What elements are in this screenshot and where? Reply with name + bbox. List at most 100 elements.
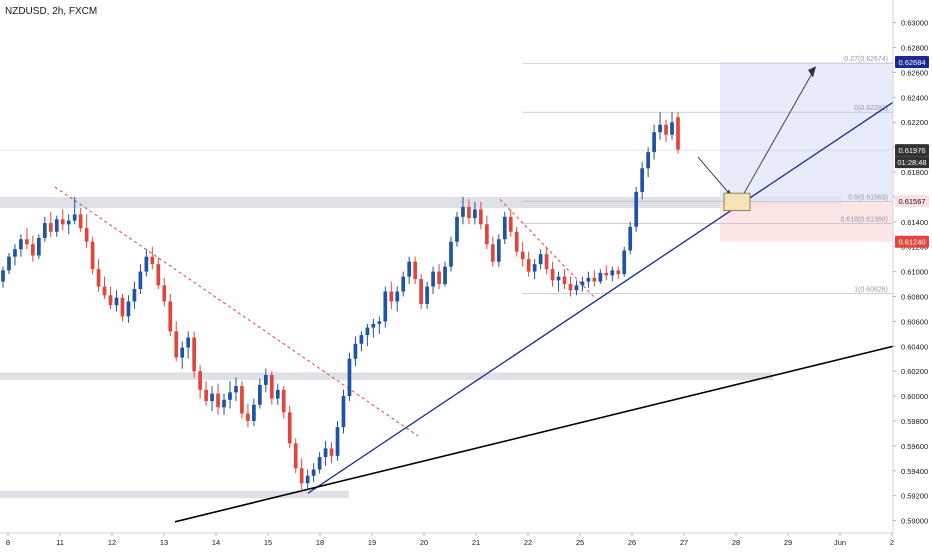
candle[interactable] [25, 228, 29, 250]
candle[interactable] [299, 458, 304, 491]
candle[interactable] [622, 246, 627, 277]
entry-box[interactable] [723, 192, 751, 212]
candle[interactable] [479, 201, 483, 230]
candle[interactable] [335, 420, 340, 461]
candle[interactable] [204, 381, 208, 407]
red-dashed-trendline-1[interactable] [54, 186, 419, 437]
candle[interactable] [532, 259, 537, 280]
candle[interactable] [120, 294, 125, 322]
blue-trendline[interactable] [307, 101, 894, 494]
candle[interactable] [54, 215, 59, 237]
candle[interactable] [431, 266, 435, 295]
candle[interactable] [646, 147, 650, 178]
candle[interactable] [449, 236, 453, 272]
candle[interactable] [180, 341, 185, 369]
candle[interactable] [347, 352, 352, 402]
candle[interactable] [508, 209, 513, 237]
candle[interactable] [263, 368, 268, 393]
candle[interactable] [31, 235, 35, 262]
candle[interactable] [628, 221, 633, 255]
candle[interactable] [664, 119, 668, 143]
candle[interactable] [156, 257, 161, 290]
candle[interactable] [90, 236, 95, 275]
candle[interactable] [484, 215, 489, 250]
candle[interactable] [401, 271, 406, 297]
candle[interactable] [544, 246, 549, 275]
candle[interactable] [281, 386, 286, 419]
candle[interactable] [269, 371, 274, 405]
candle[interactable] [66, 214, 71, 235]
candle[interactable] [598, 269, 603, 285]
candle[interactable] [467, 199, 471, 225]
candle[interactable] [538, 249, 543, 270]
candle[interactable] [311, 463, 316, 482]
candle[interactable] [144, 249, 149, 277]
candle[interactable] [96, 259, 101, 292]
candle[interactable] [13, 244, 17, 266]
candle[interactable] [246, 403, 250, 428]
projection-arrow-up[interactable] [741, 69, 815, 198]
candle[interactable] [84, 214, 89, 248]
red-dashed-trendline-2[interactable] [499, 199, 597, 300]
resistance-zone[interactable] [0, 196, 842, 209]
candle[interactable] [186, 331, 191, 359]
candle[interactable] [162, 277, 167, 307]
candle[interactable] [407, 256, 412, 285]
candle[interactable] [72, 196, 77, 225]
candle[interactable] [1, 266, 5, 288]
candle[interactable] [168, 294, 173, 337]
candle[interactable] [658, 112, 662, 140]
target-box[interactable] [720, 62, 893, 202]
candle[interactable] [365, 323, 370, 347]
candle[interactable] [258, 378, 262, 409]
candle[interactable] [580, 276, 585, 292]
candle[interactable] [323, 440, 328, 466]
candle[interactable] [550, 261, 555, 287]
candle[interactable] [514, 226, 519, 257]
candle[interactable] [652, 124, 656, 160]
candle[interactable] [7, 252, 11, 275]
candle[interactable] [473, 201, 477, 225]
candle[interactable] [252, 398, 256, 426]
candle[interactable] [604, 265, 609, 281]
candle[interactable] [305, 469, 310, 489]
candle[interactable] [502, 211, 507, 245]
candle[interactable] [634, 186, 639, 232]
candle[interactable] [496, 234, 501, 267]
candle[interactable] [150, 246, 155, 270]
candle[interactable] [371, 318, 376, 338]
support-zone-middle[interactable] [0, 372, 773, 380]
candle[interactable] [610, 266, 615, 282]
candle[interactable] [210, 386, 214, 412]
candle[interactable] [419, 274, 423, 309]
candle[interactable] [437, 264, 441, 290]
price-badge-red_soft[interactable]: 0.61567 [895, 195, 929, 208]
candle[interactable] [228, 381, 232, 409]
projection-arrow-down[interactable] [697, 156, 731, 195]
candle[interactable] [222, 393, 226, 415]
candle[interactable] [329, 442, 334, 464]
candle[interactable] [461, 196, 465, 225]
candle[interactable] [556, 271, 561, 292]
candle[interactable] [275, 383, 280, 405]
candle[interactable] [562, 269, 567, 290]
candle[interactable] [174, 321, 179, 362]
candle[interactable] [526, 251, 531, 277]
candle[interactable] [132, 281, 137, 309]
candle[interactable] [455, 211, 459, 247]
price-badge-dark[interactable]: 0.61976 [895, 144, 929, 157]
candle[interactable] [490, 236, 495, 267]
candle[interactable] [425, 281, 429, 309]
candle[interactable] [676, 112, 680, 154]
candle[interactable] [192, 331, 197, 378]
candle[interactable] [48, 211, 53, 237]
candle[interactable] [138, 264, 143, 295]
candle[interactable] [359, 331, 364, 352]
candle[interactable] [574, 280, 579, 296]
candle[interactable] [389, 281, 394, 309]
candle[interactable] [341, 389, 346, 434]
candle[interactable] [395, 286, 400, 312]
candle[interactable] [216, 383, 220, 415]
support-zone-low[interactable] [0, 490, 349, 499]
